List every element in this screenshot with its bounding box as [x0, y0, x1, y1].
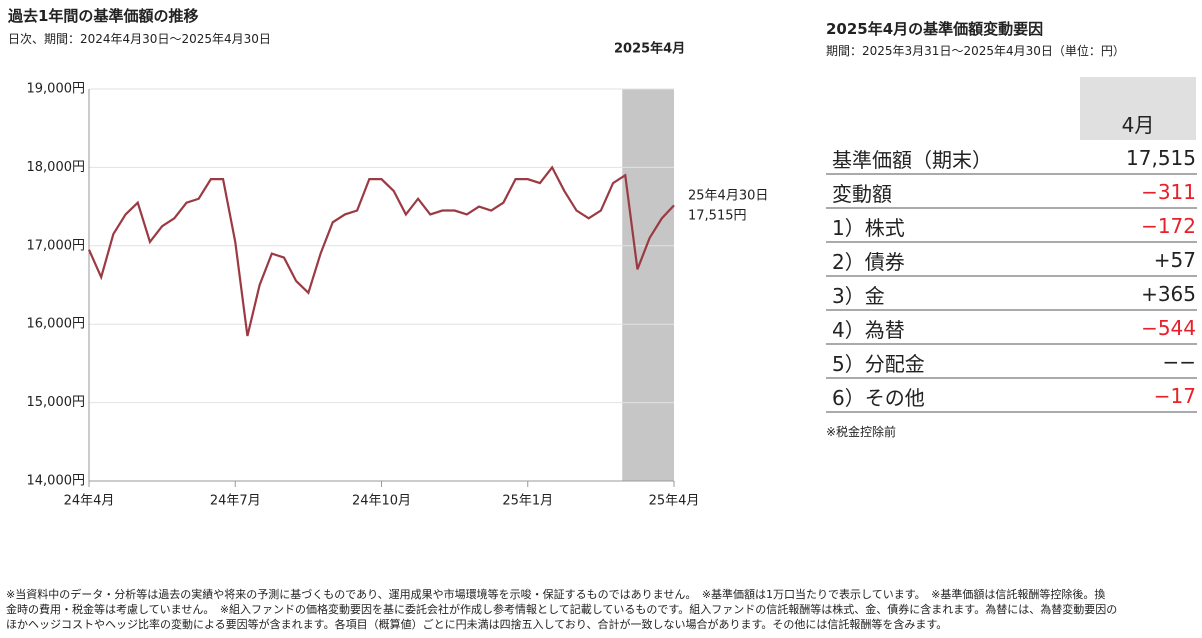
- row-label: 2）債券: [832, 249, 905, 274]
- row-label: 3）金: [832, 283, 885, 308]
- row-label: 1）株式: [832, 215, 905, 240]
- y-tick-label: 18,000円: [27, 160, 86, 175]
- y-tick-label: 17,000円: [27, 238, 86, 253]
- row-value: +365: [1141, 282, 1196, 306]
- footnote-line: 金時の費用・税金等は考慮していません。 ※組入ファンドの価格変動要因を基に委託会…: [6, 603, 1118, 616]
- annotation-value: 17,515円: [688, 209, 747, 224]
- row-label: 5）分配金: [832, 351, 925, 376]
- table-subtitle: 期間：2025年3月31日～2025年4月30日（単位：円）: [826, 44, 1125, 58]
- table-row: 5）分配金 −−: [826, 347, 1197, 379]
- x-tick-label: 24年4月: [64, 494, 115, 509]
- row-label: 4）為替: [832, 317, 905, 342]
- row-value: −17: [1153, 384, 1196, 408]
- y-tick-label: 16,000円: [27, 317, 86, 332]
- chart-subtitle: 日次、期間：2024年4月30日～2025年4月30日: [8, 32, 271, 46]
- highlight-band: [622, 89, 674, 481]
- y-tick-label: 14,000円: [27, 474, 86, 489]
- table-row: 4）為替 −544: [826, 313, 1197, 345]
- row-value: −544: [1141, 316, 1196, 340]
- y-tick-label: 19,000円: [27, 82, 86, 97]
- table-note: ※税金控除前: [826, 425, 897, 439]
- table-row: 基準価額（期末） 17,515: [826, 143, 1197, 175]
- chart: 2025年4月 14,000円 15,000円 16,000円 17,000円 18,00…: [27, 41, 769, 509]
- annotation-date: 25年4月30日: [688, 189, 768, 204]
- table-title: 2025年4月の基準価額変動要因: [826, 20, 1044, 38]
- x-tick-label: 24年10月: [352, 494, 411, 509]
- footnotes: ※当資料中のデータ・分析等は過去の実績や将来の予測に基づくものであり、運用成果や…: [6, 587, 1117, 632]
- table-row: 1）株式 −172: [826, 211, 1197, 243]
- table: 4月 基準価額（期末） 17,515 変動額 −311 1）株式 −172 2）債券 +57 3…: [826, 77, 1197, 440]
- y-tick-label: 15,000円: [27, 395, 86, 410]
- table-row: 3）金 +365: [826, 279, 1197, 311]
- footnote-line: ほかヘッジコストやヘッジ比率の変動による要因等が含まれます。各項目（概算値）ごと…: [6, 618, 948, 631]
- series-line: [87, 165, 675, 337]
- row-value: +57: [1153, 248, 1196, 272]
- row-label: 変動額: [832, 181, 892, 206]
- table-row: 6）その他 −17: [826, 381, 1197, 413]
- row-value: −172: [1141, 214, 1196, 238]
- table-row: 2）債券 +57: [826, 245, 1197, 277]
- row-label: 基準価額（期末）: [832, 147, 992, 172]
- footnote-line: ※当資料中のデータ・分析等は過去の実績や将来の予測に基づくものであり、運用成果や…: [6, 588, 1106, 601]
- x-tick-label: 24年7月: [210, 494, 261, 509]
- row-value: 17,515: [1126, 146, 1196, 170]
- x-tick-label: 25年4月: [649, 494, 700, 509]
- table-header: 4月: [1080, 77, 1196, 140]
- chart-title: 過去1年間の基準価額の推移: [8, 7, 199, 25]
- highlight-label: 2025年4月: [614, 41, 685, 57]
- table-body: 基準価額（期末） 17,515 変動額 −311 1）株式 −172 2）債券 +57 3）金 +…: [826, 143, 1197, 413]
- row-label: 6）その他: [832, 385, 925, 410]
- table-row: 変動額 −311: [826, 177, 1197, 209]
- row-value: −−: [1162, 350, 1196, 374]
- x-tick-label: 25年1月: [502, 494, 553, 509]
- row-value: −311: [1141, 180, 1196, 204]
